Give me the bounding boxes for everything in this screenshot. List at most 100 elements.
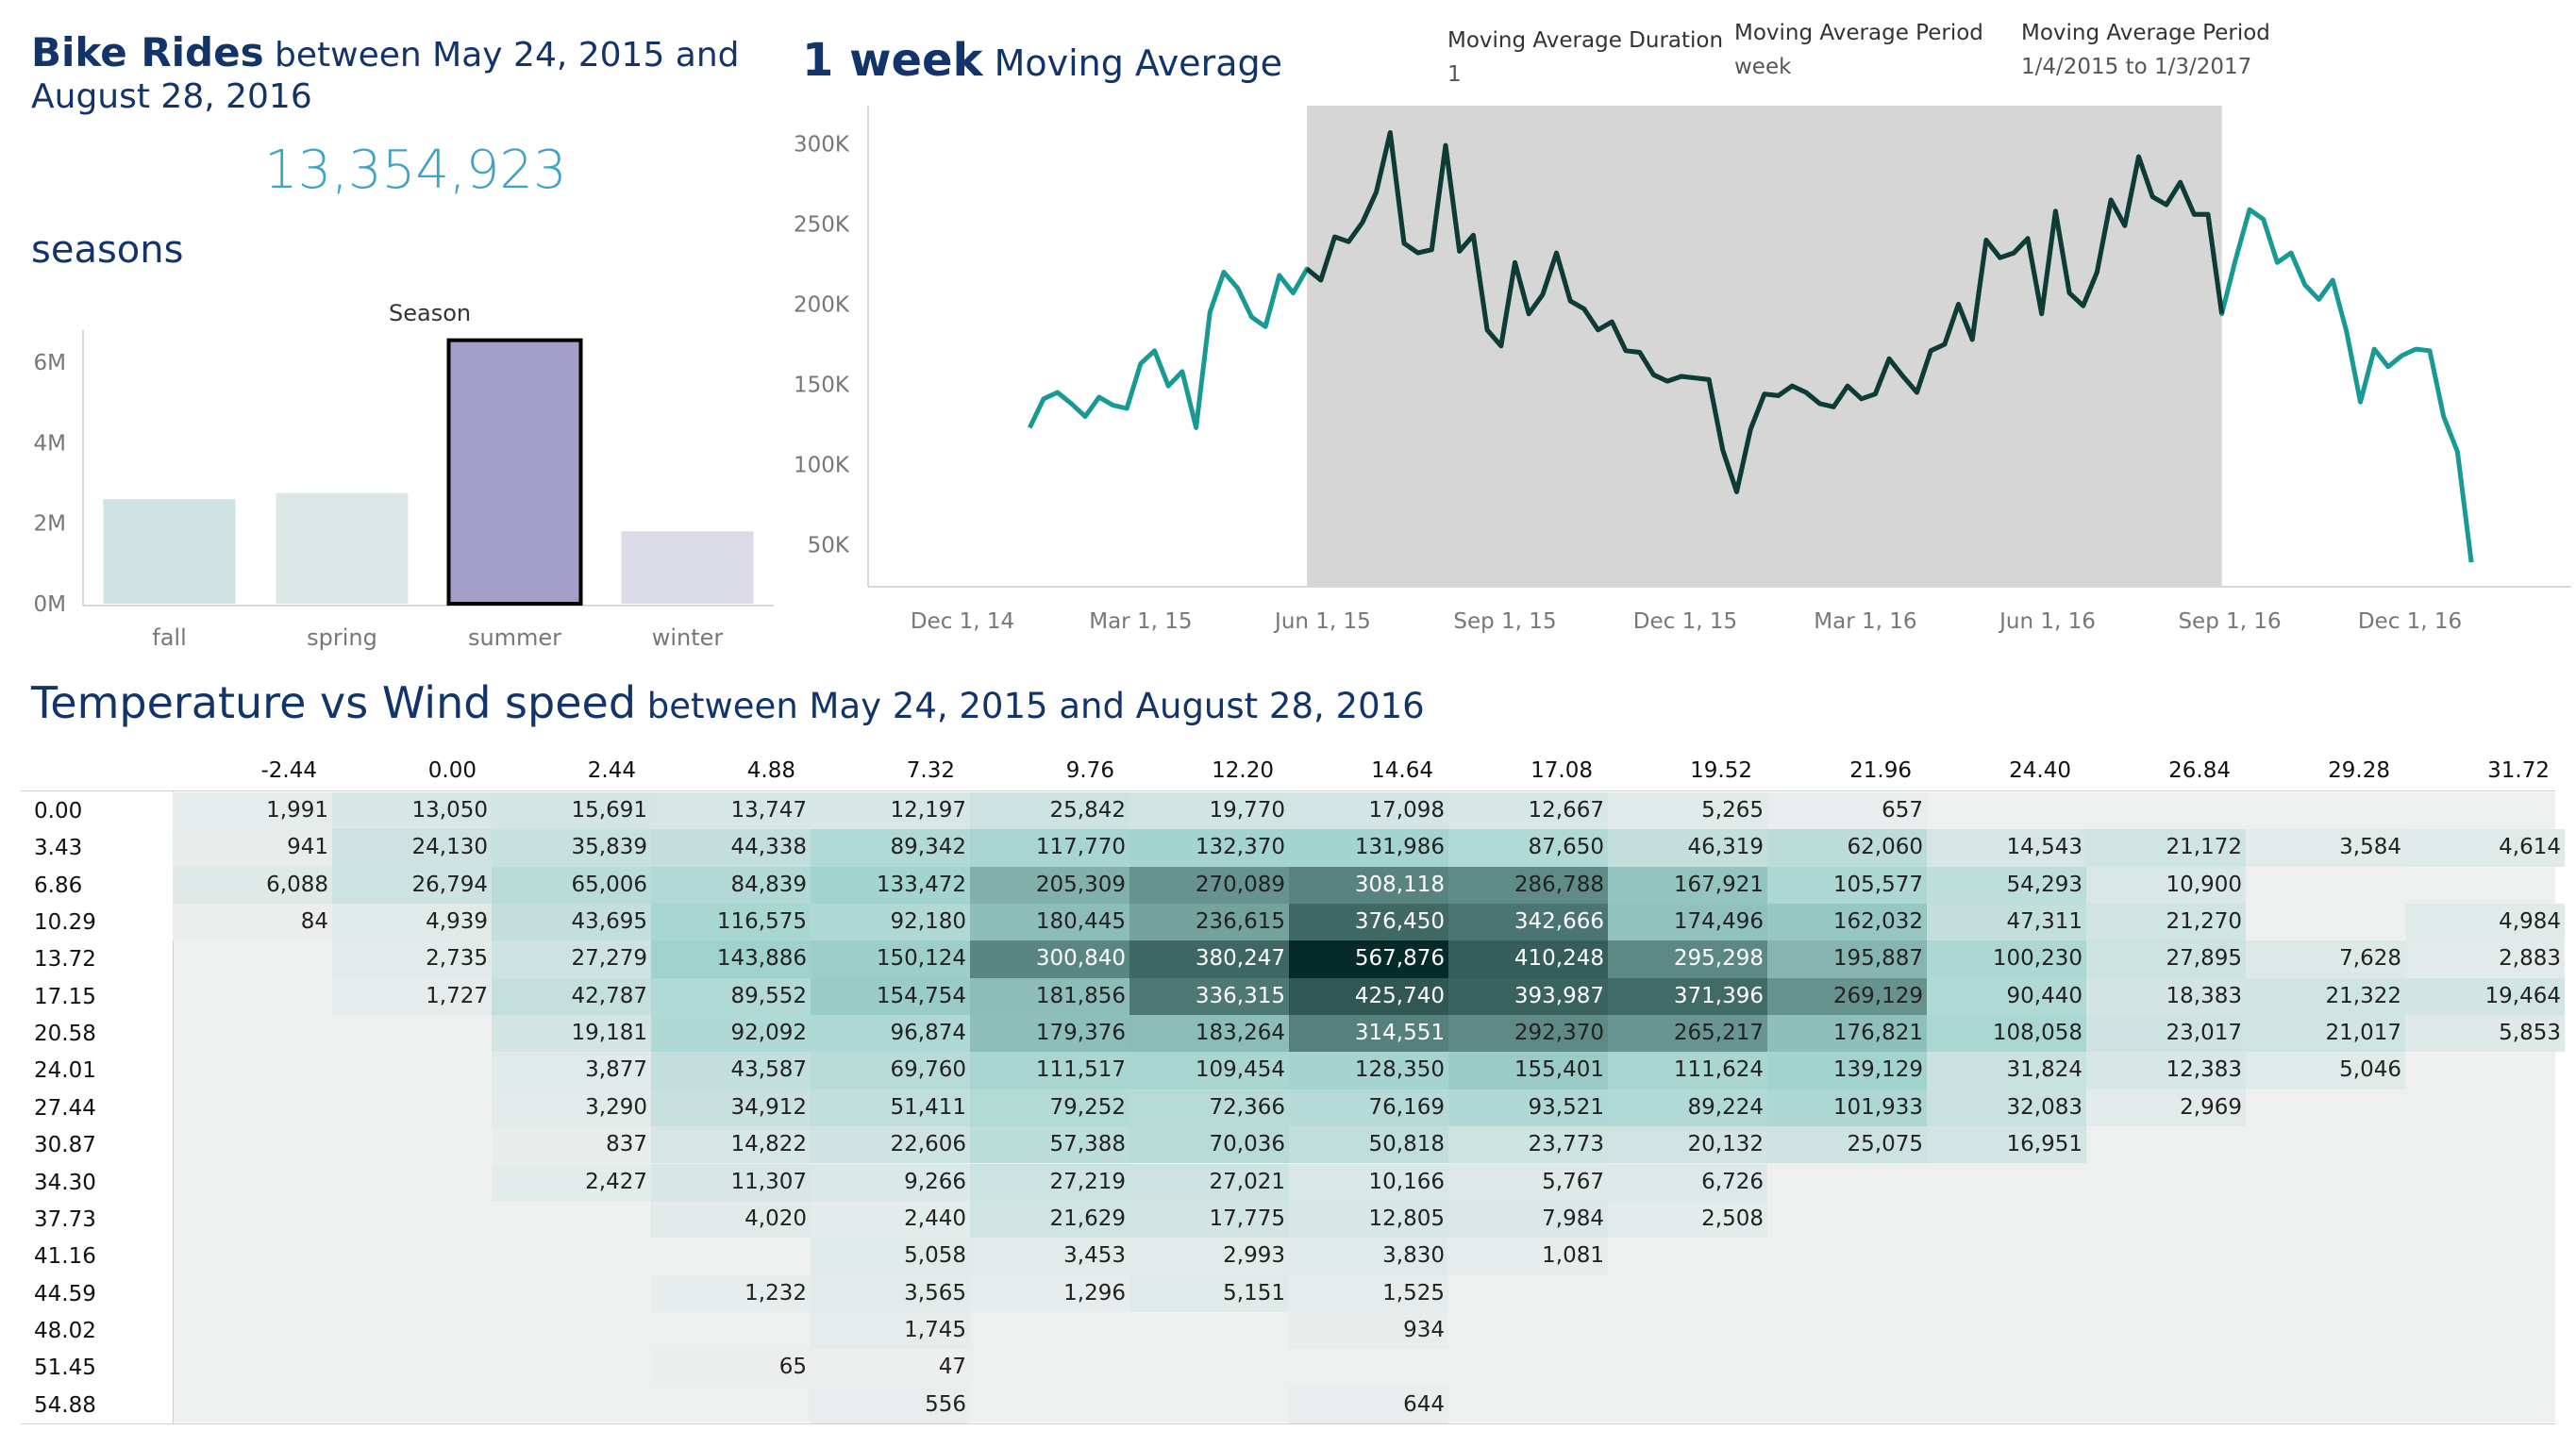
heatmap-cell: 3,830: [1289, 1238, 1448, 1275]
heatmap-cell: 14,543: [1927, 829, 2086, 867]
heatmap-cell: 2,993: [1129, 1238, 1289, 1275]
heatmap-cell: 4,020: [651, 1200, 811, 1239]
heatmap-row: 13.72 2,735 27,279 143,886 150,124 300,840 380…: [21, 940, 2565, 978]
heatmap-column-label: 2.44: [587, 758, 636, 783]
heatmap-cell: 26,794: [332, 866, 492, 905]
heatmap-row: 30.87 837 14,822 22,606 57,388 70,036 50,818 23…: [21, 1126, 2555, 1164]
heatmap-column-label: 14.64: [1371, 758, 1433, 783]
heatmap-row-label: 54.88: [34, 1392, 96, 1418]
heatmap-cell: 176,821: [1767, 1015, 1927, 1053]
heatmap-cell: 1,727: [332, 977, 492, 1016]
heatmap-cell: 2,508: [1608, 1200, 1767, 1239]
heatmap-cell: 5,151: [1129, 1274, 1289, 1312]
heatmap-cell: 6,088: [173, 866, 332, 905]
heatmap-row-label: 24.01: [34, 1058, 96, 1084]
heatmap-bottom-divider: [21, 1423, 2555, 1424]
heatmap-cell: 7,984: [1448, 1200, 1608, 1239]
heatmap-cell: 1,232: [651, 1274, 811, 1312]
param-ma-date-range[interactable]: Moving Average Period 1/4/2015 to 1/3/20…: [2021, 21, 2270, 79]
heatmap-row: 48.02 1,745 934: [21, 1311, 2555, 1350]
heatmap-cell: 5,853: [2405, 1015, 2565, 1053]
heatmap-cell: 23,773: [1448, 1126, 1608, 1164]
season-axis-label: Season: [389, 300, 472, 326]
heatmap-cell: 46,319: [1608, 829, 1767, 867]
heatmap-cell: 89,224: [1608, 1089, 1767, 1127]
heatmap-cell: 93,521: [1448, 1089, 1608, 1127]
heatmap-cell: 12,667: [1448, 792, 1608, 830]
heatmap-cell: 295,298: [1608, 940, 1767, 978]
heatmap-cell: 174,496: [1608, 904, 1767, 941]
heatmap-cell: 150,124: [811, 940, 970, 978]
temperature-wind-title-main: Temperature vs Wind speed: [31, 677, 637, 728]
heatmap-cell: 89,342: [811, 829, 970, 867]
heatmap-cell: 69,760: [811, 1052, 970, 1089]
heatmap-cell: 133,472: [811, 866, 970, 905]
heatmap-cell: 62,060: [1767, 829, 1927, 867]
heatmap-column-header: -2.44 0.00 2.44 4.88 7.32 9.76 12.20 14.64 17.08…: [21, 753, 2555, 790]
heatmap-cell: 84: [173, 904, 332, 941]
y-tick-label: 300K: [794, 133, 850, 158]
heatmap-row: 20.58 19,181 92,092 96,874 179,376 183,264 314…: [21, 1015, 2565, 1053]
highlight-period-band: [1307, 106, 2222, 587]
heatmap-cell: 1,745: [811, 1311, 970, 1350]
heatmap-cell: 410,248: [1448, 940, 1608, 978]
heatmap-cell: 111,624: [1608, 1052, 1767, 1089]
heatmap-cell: 376,450: [1289, 904, 1448, 941]
heatmap-column-label: -2.44: [260, 758, 317, 783]
heatmap-cell: 22,606: [811, 1126, 970, 1164]
heatmap-cell: 10,166: [1289, 1163, 1448, 1201]
heatmap-cell: 14,822: [651, 1126, 811, 1164]
heatmap-cell: 128,350: [1289, 1052, 1448, 1089]
heatmap-cell: 286,788: [1448, 866, 1608, 905]
heatmap-row-label: 20.58: [34, 1022, 96, 1047]
heatmap-cell: 336,315: [1129, 977, 1289, 1016]
heatmap-cell: 314,551: [1289, 1015, 1448, 1053]
param-ma-duration[interactable]: Moving Average Duration 1: [1447, 28, 1723, 87]
y-tick-label: 6M: [34, 351, 66, 375]
heatmap-cell: 131,986: [1289, 829, 1448, 867]
heatmap-cell: 139,129: [1767, 1052, 1927, 1089]
heatmap-cell: 143,886: [651, 940, 811, 978]
heatmap-cell: 567,876: [1289, 940, 1448, 978]
heatmap-cell: 31,824: [1927, 1052, 2086, 1089]
x-tick-label: Mar 1, 16: [1814, 609, 1916, 634]
heatmap-cell: 50,818: [1289, 1126, 1448, 1164]
param-value: 1/4/2015 to 1/3/2017: [2021, 55, 2252, 79]
bar-winter: [621, 531, 754, 604]
series-line-highlighted: [1305, 130, 2225, 494]
heatmap-cell: 90,440: [1927, 977, 2086, 1016]
heatmap-column-label: 9.76: [1065, 758, 1114, 783]
heatmap-cell: 24,130: [332, 829, 492, 867]
heatmap-row: 10.29 84 4,939 43,695 116,575 92,180 180,445 23…: [21, 904, 2565, 941]
y-tick-label: 200K: [794, 293, 850, 318]
y-tick-label: 0M: [34, 592, 66, 617]
heatmap-cell: 934: [1289, 1311, 1448, 1350]
param-label: Moving Average Period: [2021, 21, 2270, 45]
heatmap-cell: 96,874: [811, 1015, 970, 1053]
heatmap-row-label: 37.73: [34, 1206, 96, 1232]
heatmap-cell: 21,270: [2086, 904, 2246, 941]
heatmap-cell: 79,252: [970, 1089, 1129, 1127]
bike-rides-title: Bike Rides between May 24, 2015 and Augu…: [31, 32, 748, 118]
heatmap-row: 17.15 1,727 42,787 89,552 154,754 181,856 336,…: [21, 977, 2565, 1016]
heatmap-cell: 18,383: [2086, 977, 2246, 1016]
heatmap-cell: 19,464: [2405, 977, 2565, 1016]
heatmap-cell: 308,118: [1289, 866, 1448, 905]
heatmap-cell: 195,887: [1767, 940, 1927, 978]
heatmap-cell: 236,615: [1129, 904, 1289, 941]
heatmap-header-divider: [21, 790, 2555, 791]
heatmap-cell: 371,396: [1608, 977, 1767, 1016]
param-ma-period[interactable]: Moving Average Period week: [1734, 21, 1983, 79]
y-tick-label: 2M: [34, 512, 66, 537]
moving-average-title-bold: 1 week: [802, 34, 983, 87]
heatmap-row-label: 48.02: [34, 1318, 96, 1343]
bar-summer: [446, 338, 583, 606]
heatmap-row-label: 10.29: [34, 910, 96, 936]
heatmap-cell: 180,445: [970, 904, 1129, 941]
heatmap-row-header-divider: [173, 790, 174, 1424]
heatmap-column-label: 24.40: [2009, 758, 2071, 783]
heatmap-cell: 12,383: [2086, 1052, 2246, 1089]
heatmap-row-label: 30.87: [34, 1133, 96, 1158]
heatmap-cell: 117,770: [970, 829, 1129, 867]
heatmap-cell: 42,787: [492, 977, 651, 1016]
